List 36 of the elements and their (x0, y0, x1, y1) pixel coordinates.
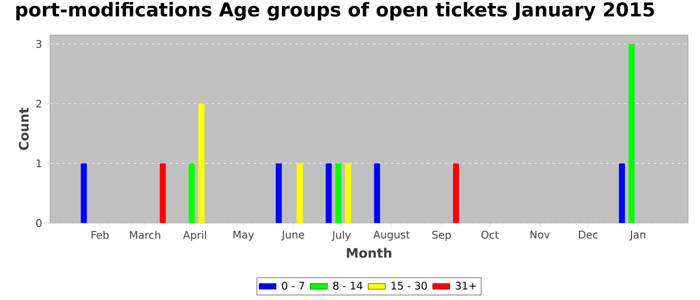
x-tick-label: July (332, 230, 351, 241)
y-tick-label: 1 (36, 159, 42, 168)
legend-label: 31+ (456, 282, 476, 290)
legend-label: 0 - 7 (282, 282, 304, 290)
bar (326, 163, 332, 223)
bar (453, 163, 460, 223)
x-tick-label: May (234, 230, 254, 241)
x-tick-label: Sep (432, 230, 451, 241)
x-tick-label: March (130, 230, 160, 239)
x-tick-label: April (183, 230, 206, 241)
bar (618, 163, 625, 223)
y-tick-label: 3 (36, 40, 42, 48)
x-tick-label: Nov (530, 230, 550, 239)
y-axis-title: Count (18, 108, 29, 150)
x-tick-label: August (373, 230, 410, 241)
bar (296, 163, 303, 223)
x-tick-label: Jan (629, 230, 646, 241)
x-tick-label: Feb (92, 230, 109, 239)
bar (188, 163, 195, 223)
chart-title: port-modifications Age groups of open tickets January 2015 (16, 2, 654, 20)
legend-label: 8 - 14 (333, 282, 362, 290)
bar (80, 163, 87, 223)
bar (345, 163, 352, 223)
bar (628, 44, 635, 223)
bar (335, 163, 342, 223)
bar (374, 163, 380, 223)
y-tick-label: 0 (36, 219, 42, 227)
x-axis-title: Month (346, 248, 392, 258)
x-tick-label: Oct (481, 230, 499, 239)
x-tick-label: June (281, 230, 304, 241)
bar (276, 163, 282, 223)
x-tick-label: Dec (578, 230, 598, 239)
bar (160, 163, 166, 223)
y-tick-label: 2 (36, 100, 42, 108)
bar (198, 104, 204, 223)
legend-label: 15 - 30 (392, 282, 427, 290)
